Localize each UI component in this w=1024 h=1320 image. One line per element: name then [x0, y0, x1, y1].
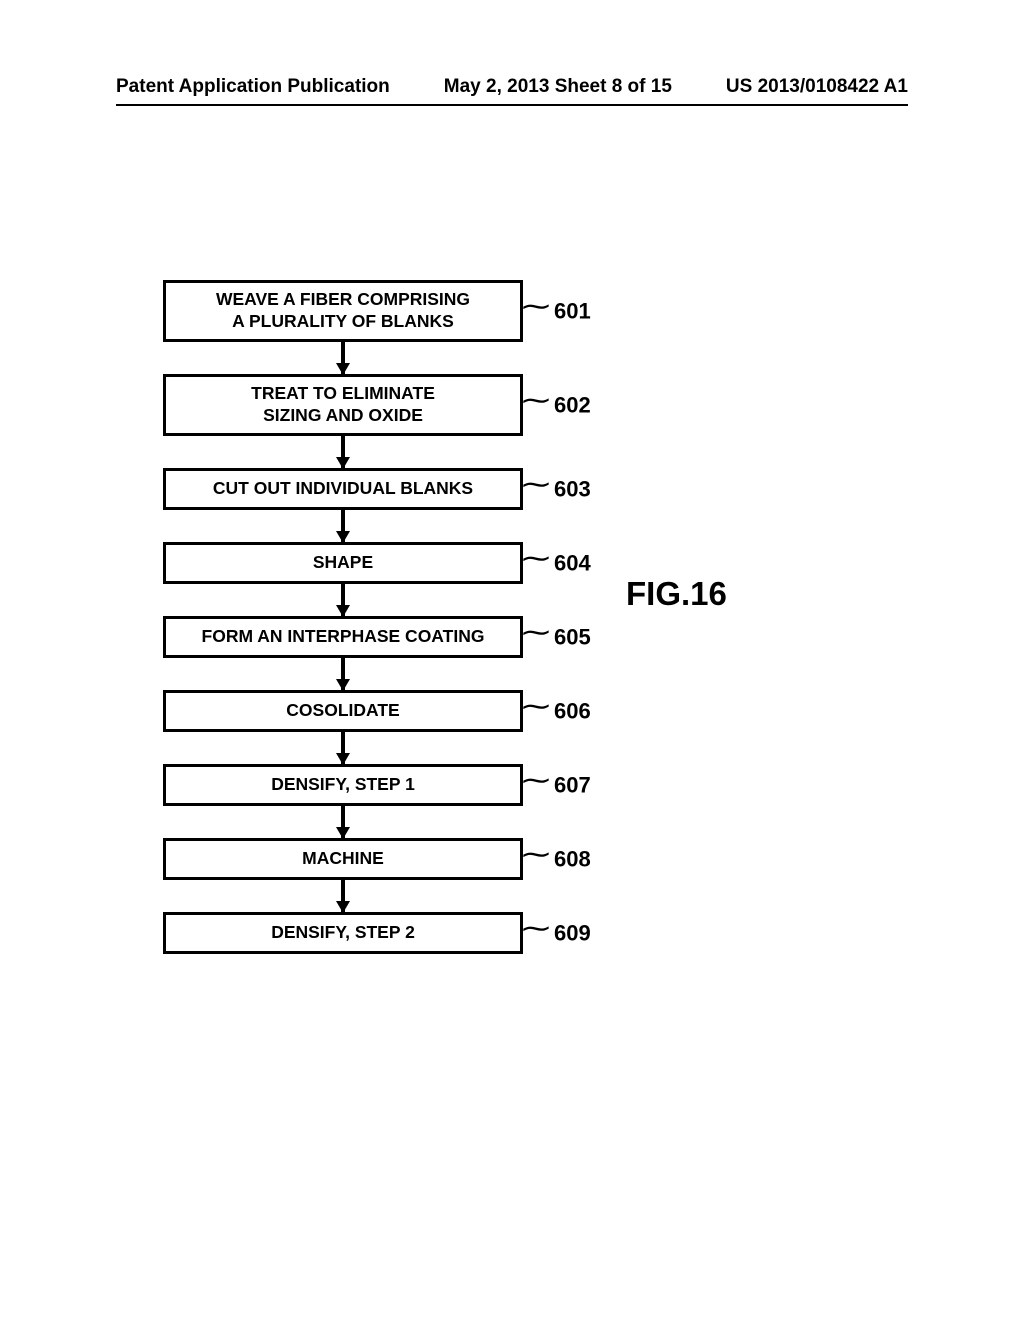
flow-arrow	[341, 732, 345, 764]
flow-arrow	[341, 436, 345, 468]
ref-number: 605	[554, 623, 591, 651]
ref-callout: ⁓602	[520, 391, 591, 419]
flow-arrow	[341, 880, 345, 912]
ref-callout: ⁓605	[520, 623, 591, 651]
ref-number: 604	[554, 549, 591, 577]
flow-arrow	[341, 658, 345, 690]
flowchart-step: MACHINE⁓608	[163, 838, 523, 880]
ref-number: 603	[554, 475, 591, 503]
figure-label: FIG.16	[626, 575, 727, 613]
header-right: US 2013/0108422 A1	[726, 76, 908, 98]
ref-callout: ⁓604	[520, 549, 591, 577]
header-left: Patent Application Publication	[116, 76, 390, 98]
ref-callout: ⁓607	[520, 771, 591, 799]
ref-callout: ⁓606	[520, 697, 591, 725]
ref-callout: ⁓601	[520, 297, 591, 325]
flowchart-step: WEAVE A FIBER COMPRISINGA PLURALITY OF B…	[163, 280, 523, 342]
flowchart-step: DENSIFY, STEP 2⁓609	[163, 912, 523, 954]
ref-number: 601	[554, 297, 591, 325]
step-text: TREAT TO ELIMINATESIZING AND OXIDE	[251, 383, 435, 427]
ref-number: 609	[554, 919, 591, 947]
step-text: MACHINE	[302, 848, 384, 870]
step-text: DENSIFY, STEP 2	[271, 922, 415, 944]
header-center: May 2, 2013 Sheet 8 of 15	[444, 76, 672, 98]
header-rule	[116, 104, 908, 106]
flowchart-step: FORM AN INTERPHASE COATING⁓605	[163, 616, 523, 658]
ref-callout: ⁓609	[520, 919, 591, 947]
ref-number: 607	[554, 771, 591, 799]
ref-number: 602	[554, 391, 591, 419]
flowchart-step: COSOLIDATE⁓606	[163, 690, 523, 732]
flowchart: WEAVE A FIBER COMPRISINGA PLURALITY OF B…	[163, 280, 523, 954]
flowchart-step: SHAPE⁓604	[163, 542, 523, 584]
ref-number: 606	[554, 697, 591, 725]
ref-callout: ⁓603	[520, 475, 591, 503]
ref-number: 608	[554, 845, 591, 873]
flowchart-step: TREAT TO ELIMINATESIZING AND OXIDE⁓602	[163, 374, 523, 436]
flowchart-step: CUT OUT INDIVIDUAL BLANKS⁓603	[163, 468, 523, 510]
step-text: COSOLIDATE	[286, 700, 399, 722]
flow-arrow	[341, 584, 345, 616]
flow-arrow	[341, 510, 345, 542]
ref-callout: ⁓608	[520, 845, 591, 873]
step-text: WEAVE A FIBER COMPRISINGA PLURALITY OF B…	[216, 289, 470, 333]
step-text: DENSIFY, STEP 1	[271, 774, 415, 796]
step-text: FORM AN INTERPHASE COATING	[202, 626, 485, 648]
flow-arrow	[341, 806, 345, 838]
page-header: Patent Application Publication May 2, 20…	[0, 76, 1024, 98]
step-text: CUT OUT INDIVIDUAL BLANKS	[213, 478, 473, 500]
flow-arrow	[341, 342, 345, 374]
flowchart-step: DENSIFY, STEP 1⁓607	[163, 764, 523, 806]
step-text: SHAPE	[313, 552, 373, 574]
